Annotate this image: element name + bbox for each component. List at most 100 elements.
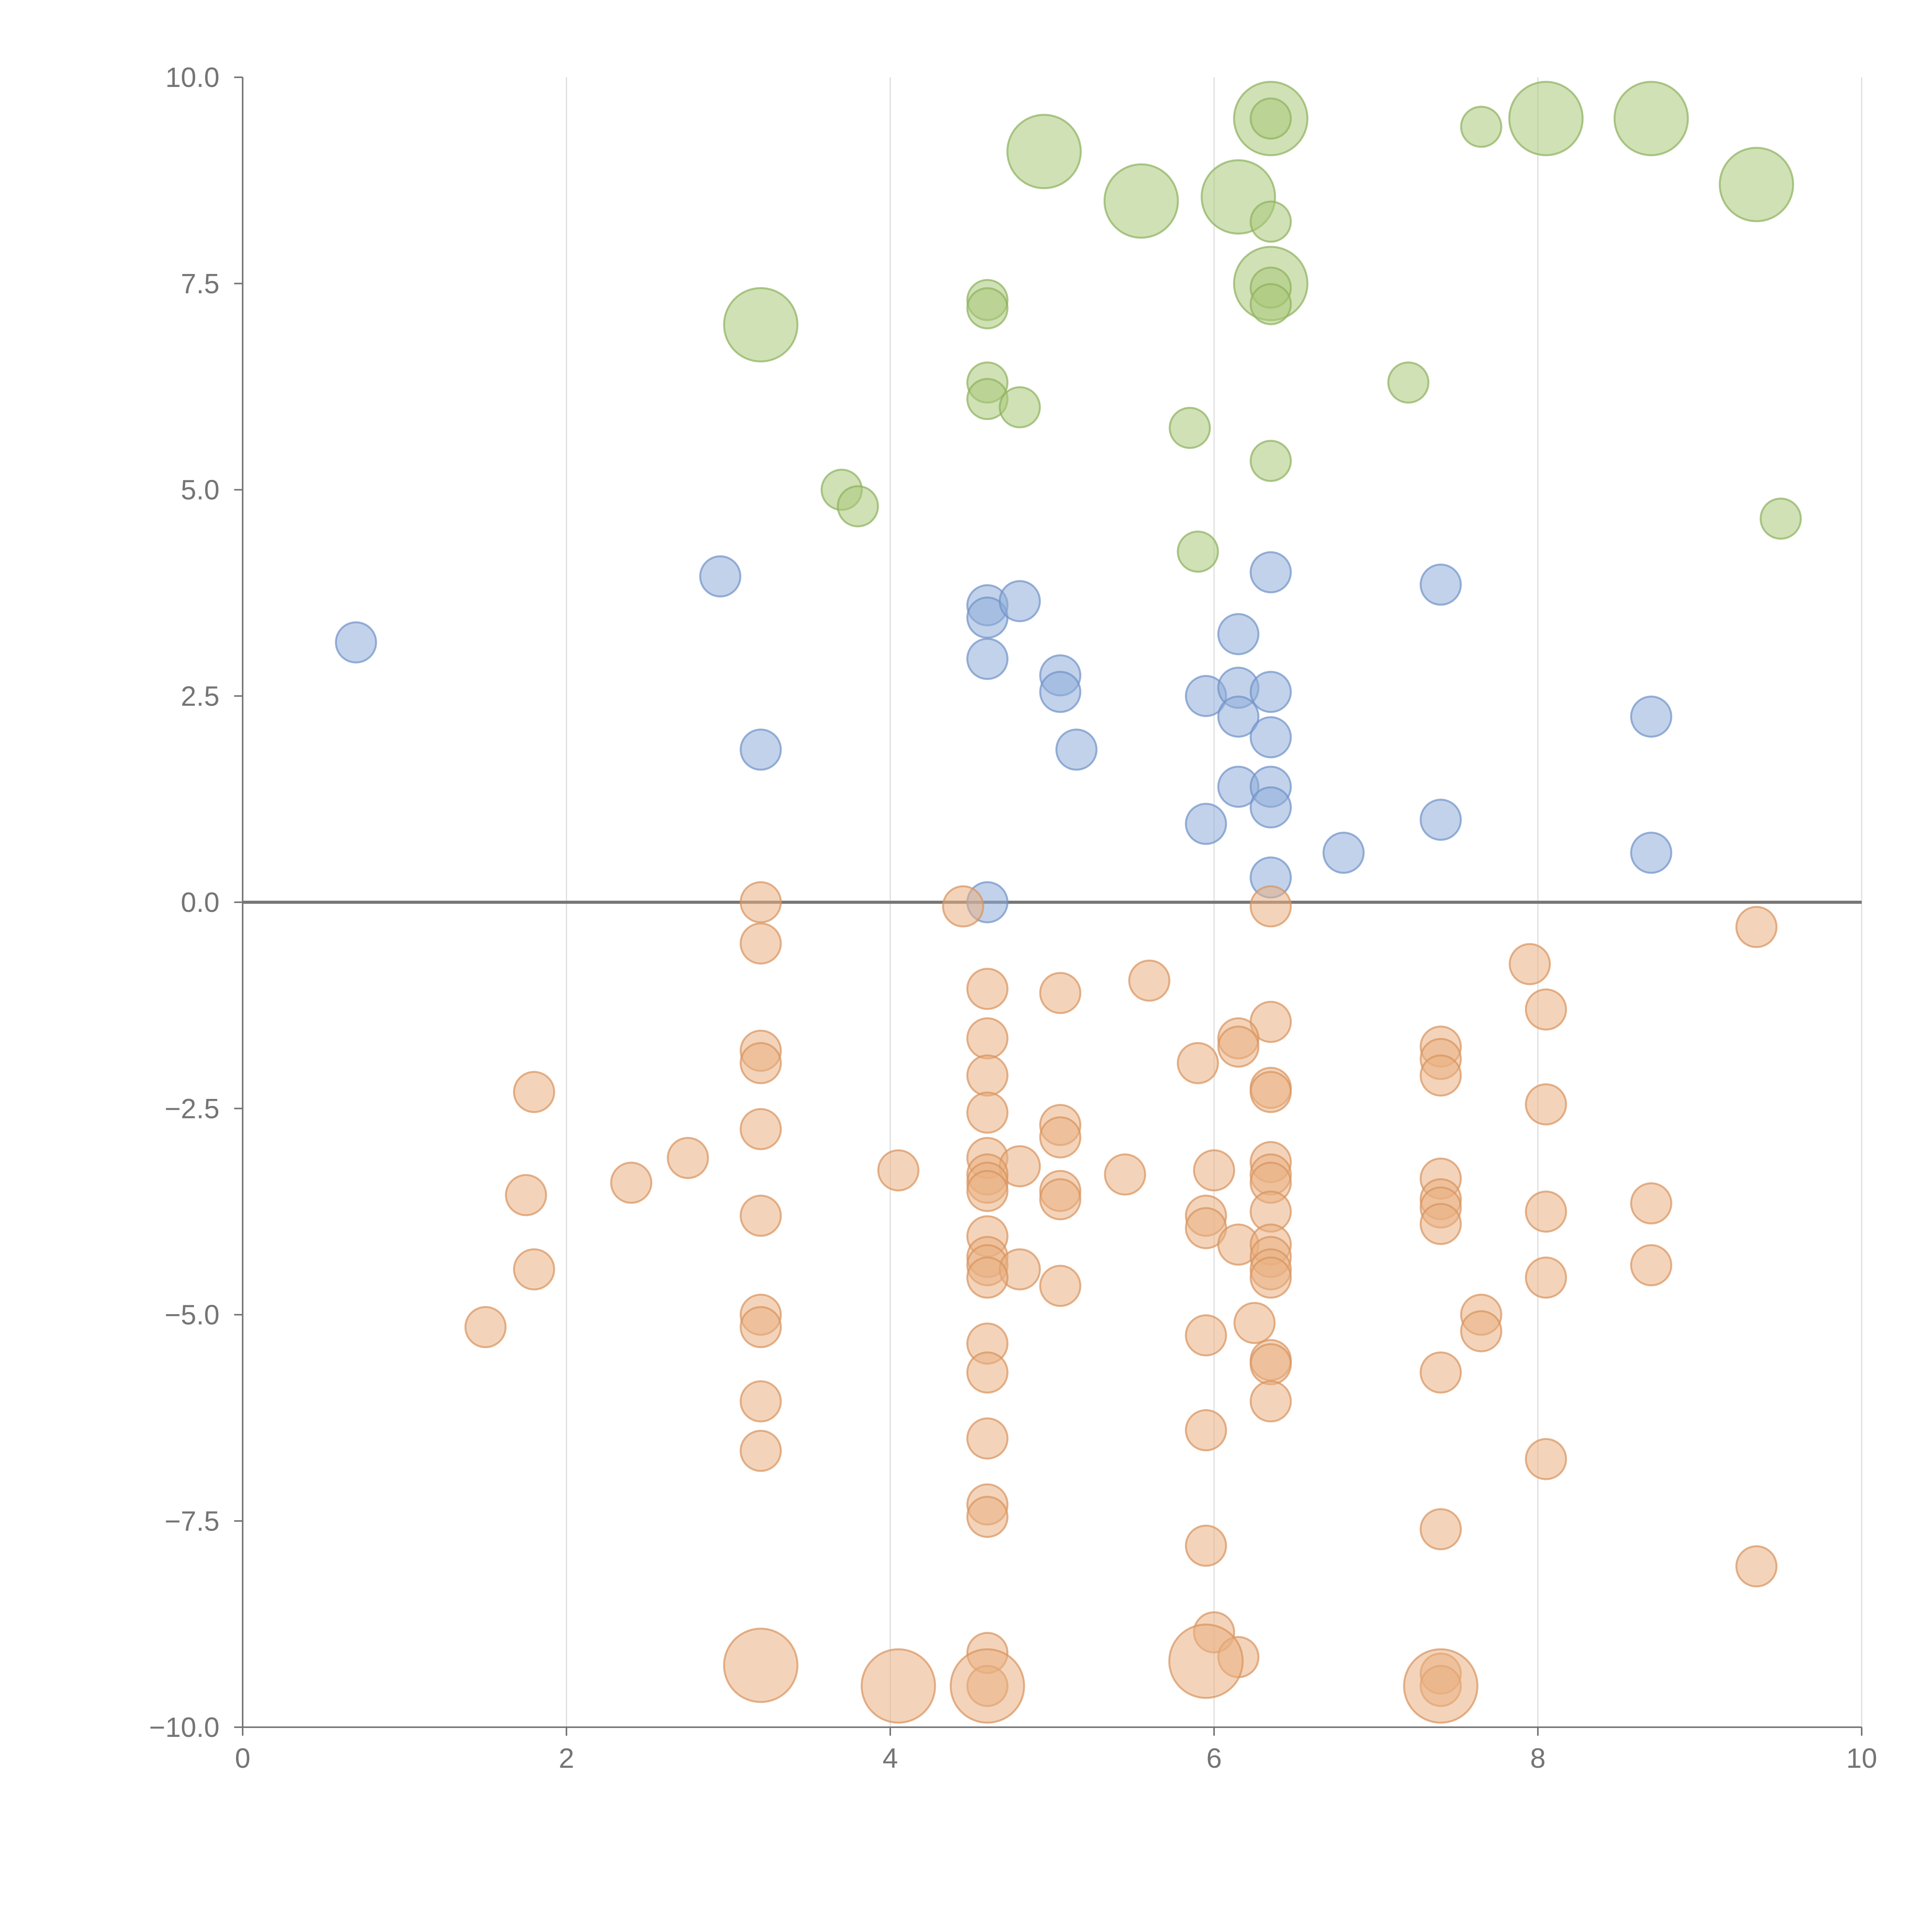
point-orange [740,1306,782,1349]
point-blue [1420,799,1462,841]
point-blue [1217,696,1260,738]
point-orange [877,1149,920,1192]
point-green [1250,201,1292,243]
y-tick-label: −7.5 [165,1506,219,1537]
point-green [1250,97,1292,140]
series-blue [335,551,1672,923]
point-green [1719,147,1794,223]
point-orange [1250,1256,1292,1299]
point-green [1250,283,1292,325]
point-orange [464,1306,507,1349]
point-orange [1185,1409,1227,1451]
x-tick-label: 8 [1530,1743,1546,1774]
point-orange [1403,1648,1479,1724]
point-orange [1630,1182,1672,1225]
point-orange [1525,988,1567,1031]
x-tick-label: 10 [1846,1743,1877,1774]
point-orange [513,1071,555,1113]
point-blue [1630,696,1672,738]
point-orange [966,1351,1009,1394]
tick-labels: 0 2 4 6 8 10 10.0 7.5 5.0 2.5 0.0 −2.5 −5.0 −7.5 −10.0 [149,62,1877,1774]
point-orange [1104,1153,1146,1196]
point-orange [1185,1314,1227,1357]
point-green [1006,114,1082,189]
point-orange [740,1108,782,1150]
point-orange [1525,1438,1567,1480]
point-orange [942,885,985,928]
point-orange [1039,1178,1082,1221]
point-blue [1055,728,1098,771]
x-tick-label: 4 [883,1743,898,1774]
point-orange [723,1628,799,1703]
point-blue [335,621,377,663]
point-blue [1185,803,1227,845]
point-blue [1250,551,1292,594]
point-green [1387,361,1430,404]
point-orange [1420,1203,1462,1245]
point-blue [998,580,1041,622]
point-orange [1185,1524,1227,1567]
y-tick-label: 5.0 [181,475,219,506]
point-green [966,287,1009,330]
y-tick-label: 7.5 [181,269,219,299]
point-orange [1168,1623,1244,1699]
point-orange [513,1248,555,1291]
point-orange [1250,1380,1292,1423]
point-orange [966,1170,1009,1212]
point-orange [949,1648,1025,1724]
point-orange [1039,972,1082,1014]
point-orange [966,1091,1009,1134]
point-orange [1250,1071,1292,1113]
point-orange [1128,959,1170,1002]
point-green [1250,440,1292,482]
point-green [1508,81,1584,156]
point-orange [1509,943,1551,985]
point-blue [1322,832,1365,874]
point-orange [505,1174,547,1216]
point-blue [740,728,782,771]
point-orange [1250,885,1292,928]
point-green [837,485,879,527]
y-tick-label: 2.5 [181,681,219,712]
point-orange [966,1054,1009,1097]
point-orange [1193,1149,1235,1192]
point-orange [1233,1302,1276,1344]
y-tick-label: 0.0 [181,887,219,918]
data-points [335,81,1802,1724]
y-tick-label: −5.0 [165,1300,219,1331]
point-green [1613,81,1689,156]
point-orange [966,968,1009,1010]
point-orange [966,1256,1009,1299]
point-orange [966,1017,1009,1060]
point-orange [1420,1054,1462,1097]
point-green [723,287,799,362]
point-orange [1735,906,1778,948]
point-orange [740,922,782,965]
point-green [1103,163,1179,239]
point-orange [966,1417,1009,1460]
point-orange [740,1380,782,1423]
point-blue [699,555,742,598]
point-orange [1217,1026,1260,1068]
point-blue [1250,716,1292,759]
axes [234,77,1862,1736]
point-blue [1217,613,1260,655]
point-blue [966,638,1009,680]
y-tick-label: 10.0 [165,62,219,93]
point-orange [1177,1042,1219,1084]
point-green [1177,531,1219,573]
point-orange [966,1496,1009,1538]
point-green [1760,497,1802,540]
point-orange [1039,1265,1082,1307]
point-orange [861,1648,936,1724]
series-orange [464,881,1778,1724]
point-orange [1525,1256,1567,1299]
point-orange [1630,1244,1672,1286]
x-tick-label: 6 [1206,1743,1222,1774]
x-tick-label: 2 [559,1743,574,1774]
y-tick-label: −10.0 [149,1712,219,1743]
point-orange [610,1162,653,1204]
point-orange [1525,1083,1567,1126]
point-orange [1420,1351,1462,1394]
